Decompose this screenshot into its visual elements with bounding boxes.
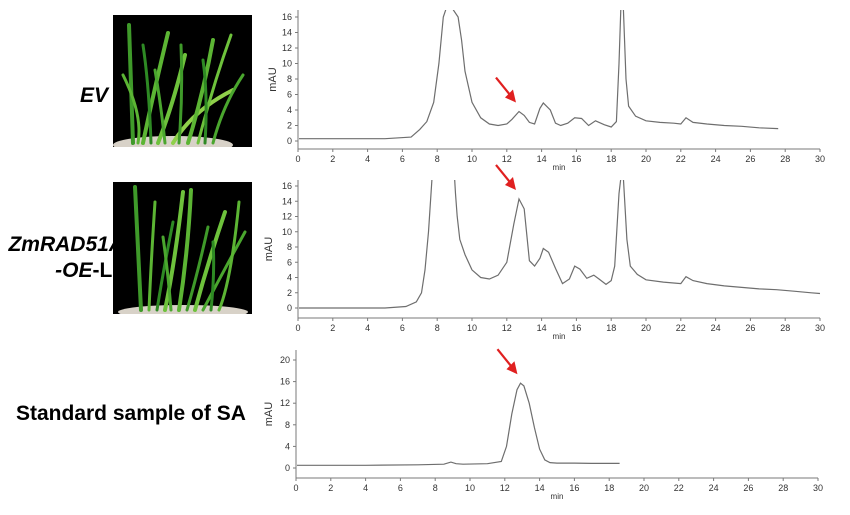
x-tick-label: 2 (330, 154, 335, 164)
x-tick-label: 2 (330, 323, 335, 333)
ev-plant-photo (113, 15, 252, 147)
x-tick-label: 28 (780, 323, 790, 333)
x-tick-label: 24 (709, 483, 719, 493)
x-tick-label: 16 (569, 483, 579, 493)
y-tick-label: 14 (282, 196, 292, 206)
x-tick-label: 4 (365, 154, 370, 164)
x-tick-label: 12 (502, 323, 512, 333)
y-tick-label: 0 (287, 136, 292, 146)
y-tick-label: 20 (280, 355, 290, 365)
x-tick-label: 20 (639, 483, 649, 493)
chromatogram-trace (299, 180, 821, 309)
x-tick-label: 26 (745, 323, 755, 333)
x-tick-label: 12 (500, 483, 510, 493)
peak-arrow-head (504, 89, 516, 103)
x-tick-label: 30 (815, 154, 825, 164)
x-tick-label: 28 (780, 154, 790, 164)
oe-plant-photo (113, 182, 252, 314)
y-tick-label: 2 (287, 288, 292, 298)
y-tick-label: 0 (285, 463, 290, 473)
x-tick-label: 22 (674, 483, 684, 493)
y-tick-label: 12 (280, 398, 290, 408)
y-tick-label: 4 (287, 105, 292, 115)
y-tick-label: 10 (282, 59, 292, 69)
x-tick-label: 0 (293, 483, 298, 493)
y-tick-label: 16 (280, 377, 290, 387)
x-tick-label: 24 (711, 323, 721, 333)
y-tick-label: 16 (282, 12, 292, 22)
x-axis-title: min (553, 163, 566, 172)
x-tick-label: 18 (606, 323, 616, 333)
y-tick-label: 14 (282, 28, 292, 38)
y-tick-label: 2 (287, 121, 292, 131)
chromatogram-trace (297, 382, 620, 466)
oe-label-gene: ZmRAD51A (8, 233, 124, 256)
x-tick-label: 18 (606, 154, 616, 164)
ev-label: EV (80, 84, 109, 107)
peak-arrow-head (506, 361, 518, 375)
x-tick-label: 8 (435, 154, 440, 164)
y-tick-label: 6 (287, 90, 292, 100)
x-tick-label: 22 (676, 323, 686, 333)
x-tick-label: 30 (815, 323, 825, 333)
x-tick-label: 8 (435, 323, 440, 333)
x-tick-label: 14 (537, 323, 547, 333)
x-tick-label: 18 (604, 483, 614, 493)
x-tick-label: 14 (537, 154, 547, 164)
x-tick-label: 26 (745, 154, 755, 164)
x-tick-label: 6 (400, 154, 405, 164)
x-tick-label: 10 (467, 323, 477, 333)
x-tick-label: 28 (778, 483, 788, 493)
x-tick-label: 22 (676, 154, 686, 164)
x-tick-label: 6 (398, 483, 403, 493)
y-tick-label: 16 (282, 181, 292, 191)
x-tick-label: 30 (813, 483, 823, 493)
x-tick-label: 24 (711, 154, 721, 164)
y-tick-label: 8 (285, 420, 290, 430)
x-axis-title: min (553, 332, 566, 341)
x-tick-label: 6 (400, 323, 405, 333)
x-tick-label: 4 (363, 483, 368, 493)
x-tick-label: 16 (571, 323, 581, 333)
x-tick-label: 26 (743, 483, 753, 493)
x-tick-label: 16 (571, 154, 581, 164)
x-tick-label: 20 (641, 323, 651, 333)
x-tick-label: 10 (467, 154, 477, 164)
peak-arrow-head (504, 176, 516, 190)
x-tick-label: 8 (433, 483, 438, 493)
y-tick-label: 8 (287, 74, 292, 84)
x-tick-label: 0 (295, 323, 300, 333)
x-tick-label: 20 (641, 154, 651, 164)
y-tick-label: 12 (282, 43, 292, 53)
y-tick-label: 4 (285, 441, 290, 451)
y-axis-title: mAU (263, 402, 275, 427)
x-tick-label: 12 (502, 154, 512, 164)
y-axis-title: mAU (263, 237, 275, 262)
y-axis-title: mAU (267, 67, 279, 92)
x-tick-label: 0 (295, 154, 300, 164)
y-tick-label: 12 (282, 212, 292, 222)
x-tick-label: 14 (535, 483, 545, 493)
standard-label: Standard sample of SA (16, 402, 246, 425)
x-axis-title: min (551, 492, 564, 501)
y-tick-label: 0 (287, 303, 292, 313)
y-tick-label: 4 (287, 273, 292, 283)
x-tick-label: 10 (465, 483, 475, 493)
y-tick-label: 6 (287, 257, 292, 267)
x-tick-label: 4 (365, 323, 370, 333)
x-tick-label: 2 (328, 483, 333, 493)
oe-label: ZmRAD51A -OE-L1 (6, 232, 124, 284)
y-tick-label: 8 (287, 242, 292, 252)
chromatogram-trace (299, 10, 779, 140)
oe-label-construct: -OE (55, 259, 93, 282)
y-tick-label: 10 (282, 227, 292, 237)
